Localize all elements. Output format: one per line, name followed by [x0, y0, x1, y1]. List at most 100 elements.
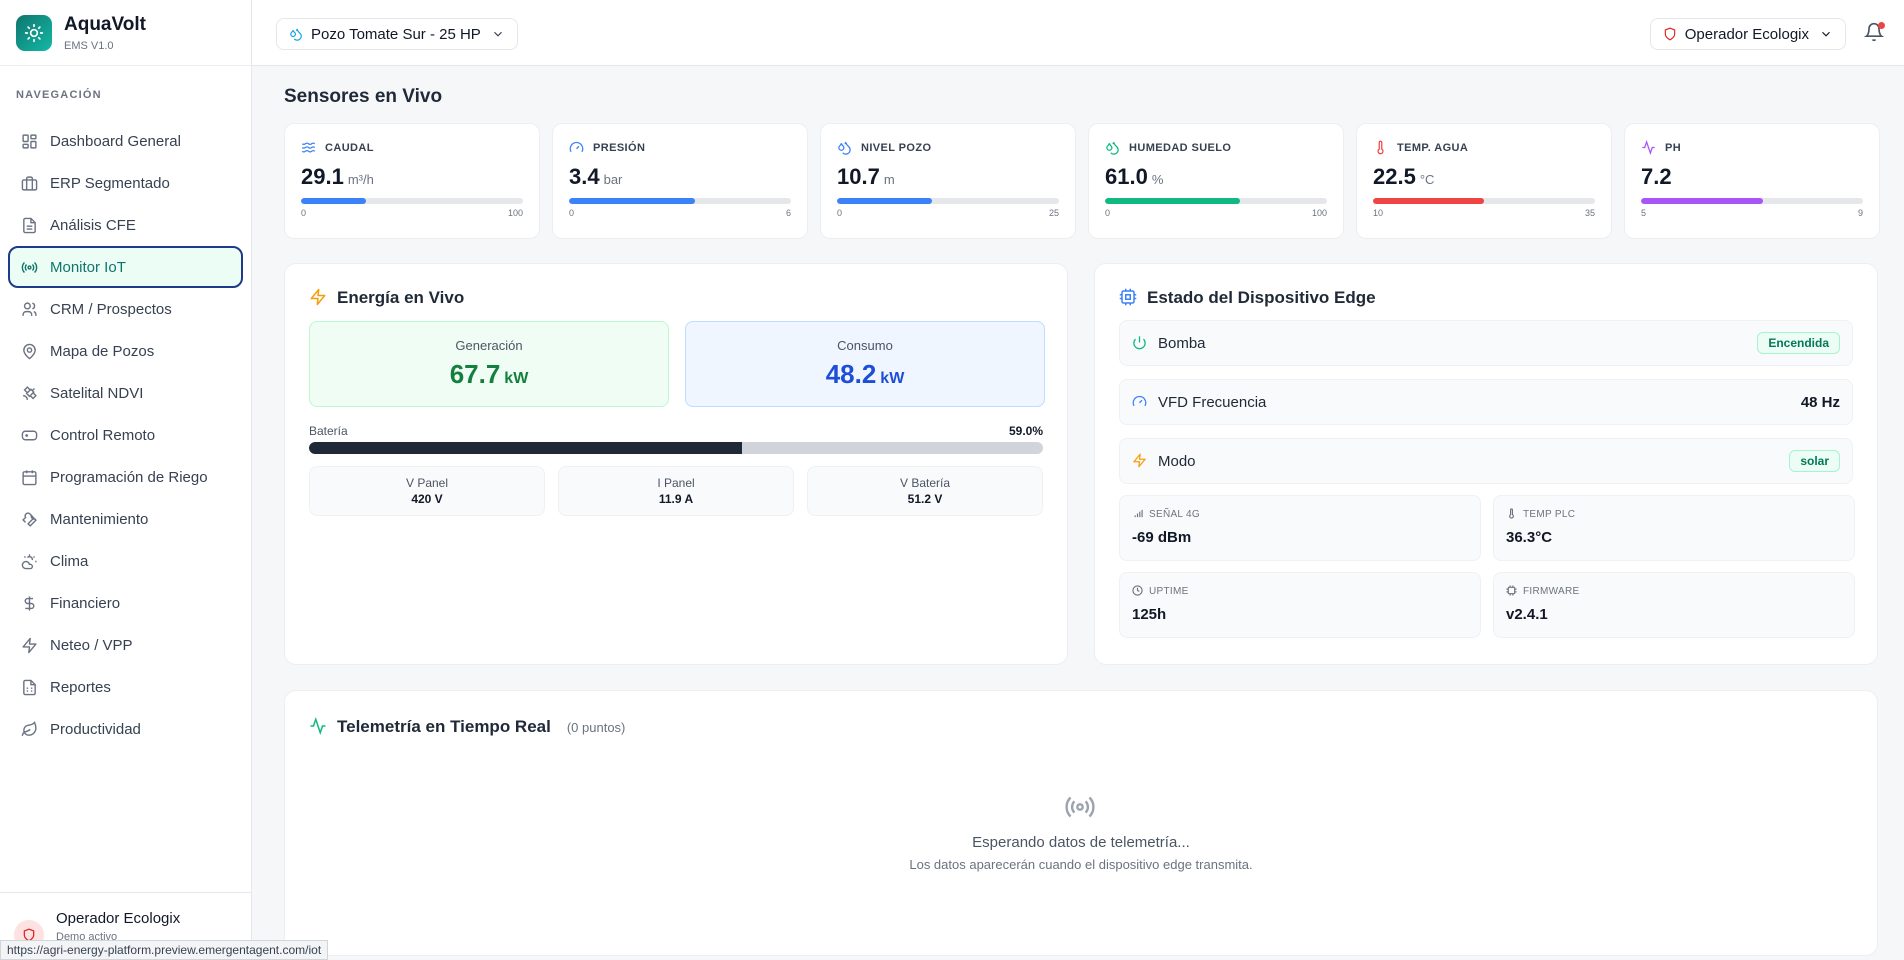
- well-selector-label: Pozo Tomate Sur - 25 HP: [311, 25, 481, 43]
- battery-label: Batería: [309, 424, 348, 438]
- waves-icon: [301, 140, 317, 156]
- edge-stat-signal: SEÑAL 4G -69 dBm: [1119, 495, 1481, 561]
- sensor-label: CAUDAL: [325, 142, 374, 154]
- vfd-label: VFD Frecuencia: [1158, 393, 1267, 411]
- sensors-title: Sensores en Vivo: [284, 86, 443, 107]
- sensor-label: PRESIÓN: [593, 142, 646, 154]
- grid-icon: [20, 132, 38, 150]
- consumption-label: Consumo: [837, 338, 893, 353]
- edge-stat-uptime: UPTIME 125h: [1119, 572, 1481, 638]
- sidebar-item-financiero[interactable]: Financiero: [8, 582, 243, 624]
- gamepad-icon: [20, 426, 38, 444]
- sidebar-item-mapa-de-pozos[interactable]: Mapa de Pozos: [8, 330, 243, 372]
- sensor-progress: [1373, 198, 1595, 204]
- sidebar-item-dashboard-general[interactable]: Dashboard General: [8, 120, 243, 162]
- status-bar-url: https://agri-energy-platform.preview.eme…: [0, 940, 329, 960]
- telemetry-panel: Telemetría en Tiempo Real (0 puntos) Esp…: [284, 690, 1878, 956]
- zap-icon: [1132, 453, 1148, 469]
- sidebar-item-label: Monitor IoT: [50, 258, 126, 276]
- sensor-progress: [569, 198, 791, 204]
- sidebar-item-reportes[interactable]: Reportes: [8, 666, 243, 708]
- consumption-box: Consumo 48.2 kW: [685, 321, 1045, 407]
- sensor-max: 25: [1048, 208, 1059, 218]
- shield-icon: [1663, 27, 1677, 41]
- operator-selector[interactable]: Operador Ecologix: [1649, 18, 1846, 50]
- telemetry-empty-state: Esperando datos de telemetría... Los dat…: [285, 791, 1877, 872]
- sensor-card-humedad-suelo: HUMEDAD SUELO 61.0% 0 100: [1088, 123, 1344, 239]
- pump-status-badge: Encendida: [1757, 332, 1840, 354]
- file-icon: [20, 216, 38, 234]
- sensor-progress-fill: [301, 198, 366, 204]
- thermometer-icon: [1506, 508, 1518, 520]
- battery-progress: [309, 442, 1043, 454]
- sensor-min: 10: [1373, 208, 1384, 218]
- sensor-max: 100: [507, 208, 523, 218]
- generation-value: 67.7: [449, 359, 501, 389]
- telemetry-empty-subtitle: Los datos aparecerán cuando el dispositi…: [909, 857, 1253, 872]
- signal-icon: [1132, 508, 1144, 520]
- sensor-card-presion: PRESIÓN 3.4 bar 0 6: [552, 123, 808, 239]
- droplets-icon: [1105, 140, 1121, 156]
- sidebar-item-neteo-vpp[interactable]: Neteo / VPP: [8, 624, 243, 666]
- users-icon: [20, 300, 38, 318]
- edge-device-panel: Estado del Dispositivo Edge Bomba Encend…: [1094, 263, 1878, 665]
- sensor-min: 0: [837, 208, 843, 218]
- sidebar-item-crm-prospectos[interactable]: CRM / Prospectos: [8, 288, 243, 330]
- sidebar-item-satelital-ndvi[interactable]: Satelital NDVI: [8, 372, 243, 414]
- sidebar-item-analisis-cfe[interactable]: Análisis CFE: [8, 204, 243, 246]
- sidebar-item-label: Satelital NDVI: [50, 384, 144, 402]
- stat-label: I Panel: [657, 476, 695, 490]
- sensor-progress-fill: [1105, 198, 1241, 204]
- sidebar-item-programacion-de-riego[interactable]: Programación de Riego: [8, 456, 243, 498]
- sensor-max: 6: [785, 208, 791, 218]
- zap-icon: [20, 636, 38, 654]
- sensor-card-temp-agua: TEMP. AGUA 22.5 °C 10 35: [1356, 123, 1612, 239]
- sidebar-item-label: Mantenimiento: [50, 510, 149, 528]
- sensor-value: 29.1: [301, 164, 344, 189]
- sidebar-item-label: CRM / Prospectos: [50, 300, 172, 318]
- sensor-progress: [837, 198, 1059, 204]
- brand[interactable]: AquaVolt EMS V1.0: [0, 0, 251, 66]
- wrench-icon: [20, 510, 38, 528]
- nav-heading: NAVEGACIÓN: [16, 89, 102, 101]
- sensor-value: 3.4: [569, 164, 600, 189]
- sidebar-item-mantenimiento[interactable]: Mantenimiento: [8, 498, 243, 540]
- stat-label: V Panel: [405, 476, 449, 490]
- edge-title: Estado del Dispositivo Edge: [1147, 288, 1376, 307]
- sidebar-item-label: Control Remoto: [50, 426, 156, 444]
- sensor-min: 0: [1105, 208, 1111, 218]
- well-selector[interactable]: Pozo Tomate Sur - 25 HP: [276, 18, 518, 50]
- notifications-button[interactable]: [1863, 22, 1886, 44]
- sidebar-item-label: Financiero: [50, 594, 121, 612]
- sidebar-item-erp-segmentado[interactable]: ERP Segmentado: [8, 162, 243, 204]
- stat-v-panel: V Panel 420 V: [309, 466, 545, 516]
- stat-label: TEMP PLC: [1523, 508, 1576, 520]
- main-content: Sensores en Vivo CAUDAL 29.1 m³/h 0 100 PR…: [252, 66, 1904, 960]
- sidebar-item-productividad[interactable]: Productividad: [8, 708, 243, 750]
- sidebar-item-label: Productividad: [50, 720, 141, 738]
- stat-value: v2.4.1: [1506, 606, 1548, 623]
- report-icon: [20, 678, 38, 696]
- stat-label: UPTIME: [1149, 585, 1189, 597]
- sidebar: AquaVolt EMS V1.0 NAVEGACIÓN Dashboard G…: [0, 0, 252, 960]
- stat-label: V Batería: [899, 476, 951, 490]
- sidebar-item-label: Análisis CFE: [50, 216, 136, 234]
- sidebar-item-monitor-iot[interactable]: Monitor IoT: [8, 246, 243, 288]
- sensor-progress-fill: [837, 198, 933, 204]
- zap-icon: [309, 288, 329, 308]
- sensor-unit: °C: [1419, 172, 1435, 187]
- sensor-card-nivel-pozo: NIVEL POZO 10.7 m 0 25: [820, 123, 1076, 239]
- sensor-max: 35: [1584, 208, 1595, 218]
- sidebar-item-control-remoto[interactable]: Control Remoto: [8, 414, 243, 456]
- briefcase-icon: [20, 174, 38, 192]
- sensor-label: NIVEL POZO: [861, 142, 932, 154]
- sensor-progress: [1641, 198, 1863, 204]
- stat-label: SEÑAL 4G: [1149, 508, 1200, 520]
- sensor-min: 0: [569, 208, 575, 218]
- sidebar-item-clima[interactable]: Clima: [8, 540, 243, 582]
- sensor-progress-fill: [1373, 198, 1484, 204]
- mode-label: Modo: [1158, 452, 1196, 470]
- radio-icon: [20, 258, 38, 276]
- brand-version: EMS V1.0: [64, 39, 114, 52]
- edge-row-pump: Bomba Encendida: [1119, 320, 1853, 366]
